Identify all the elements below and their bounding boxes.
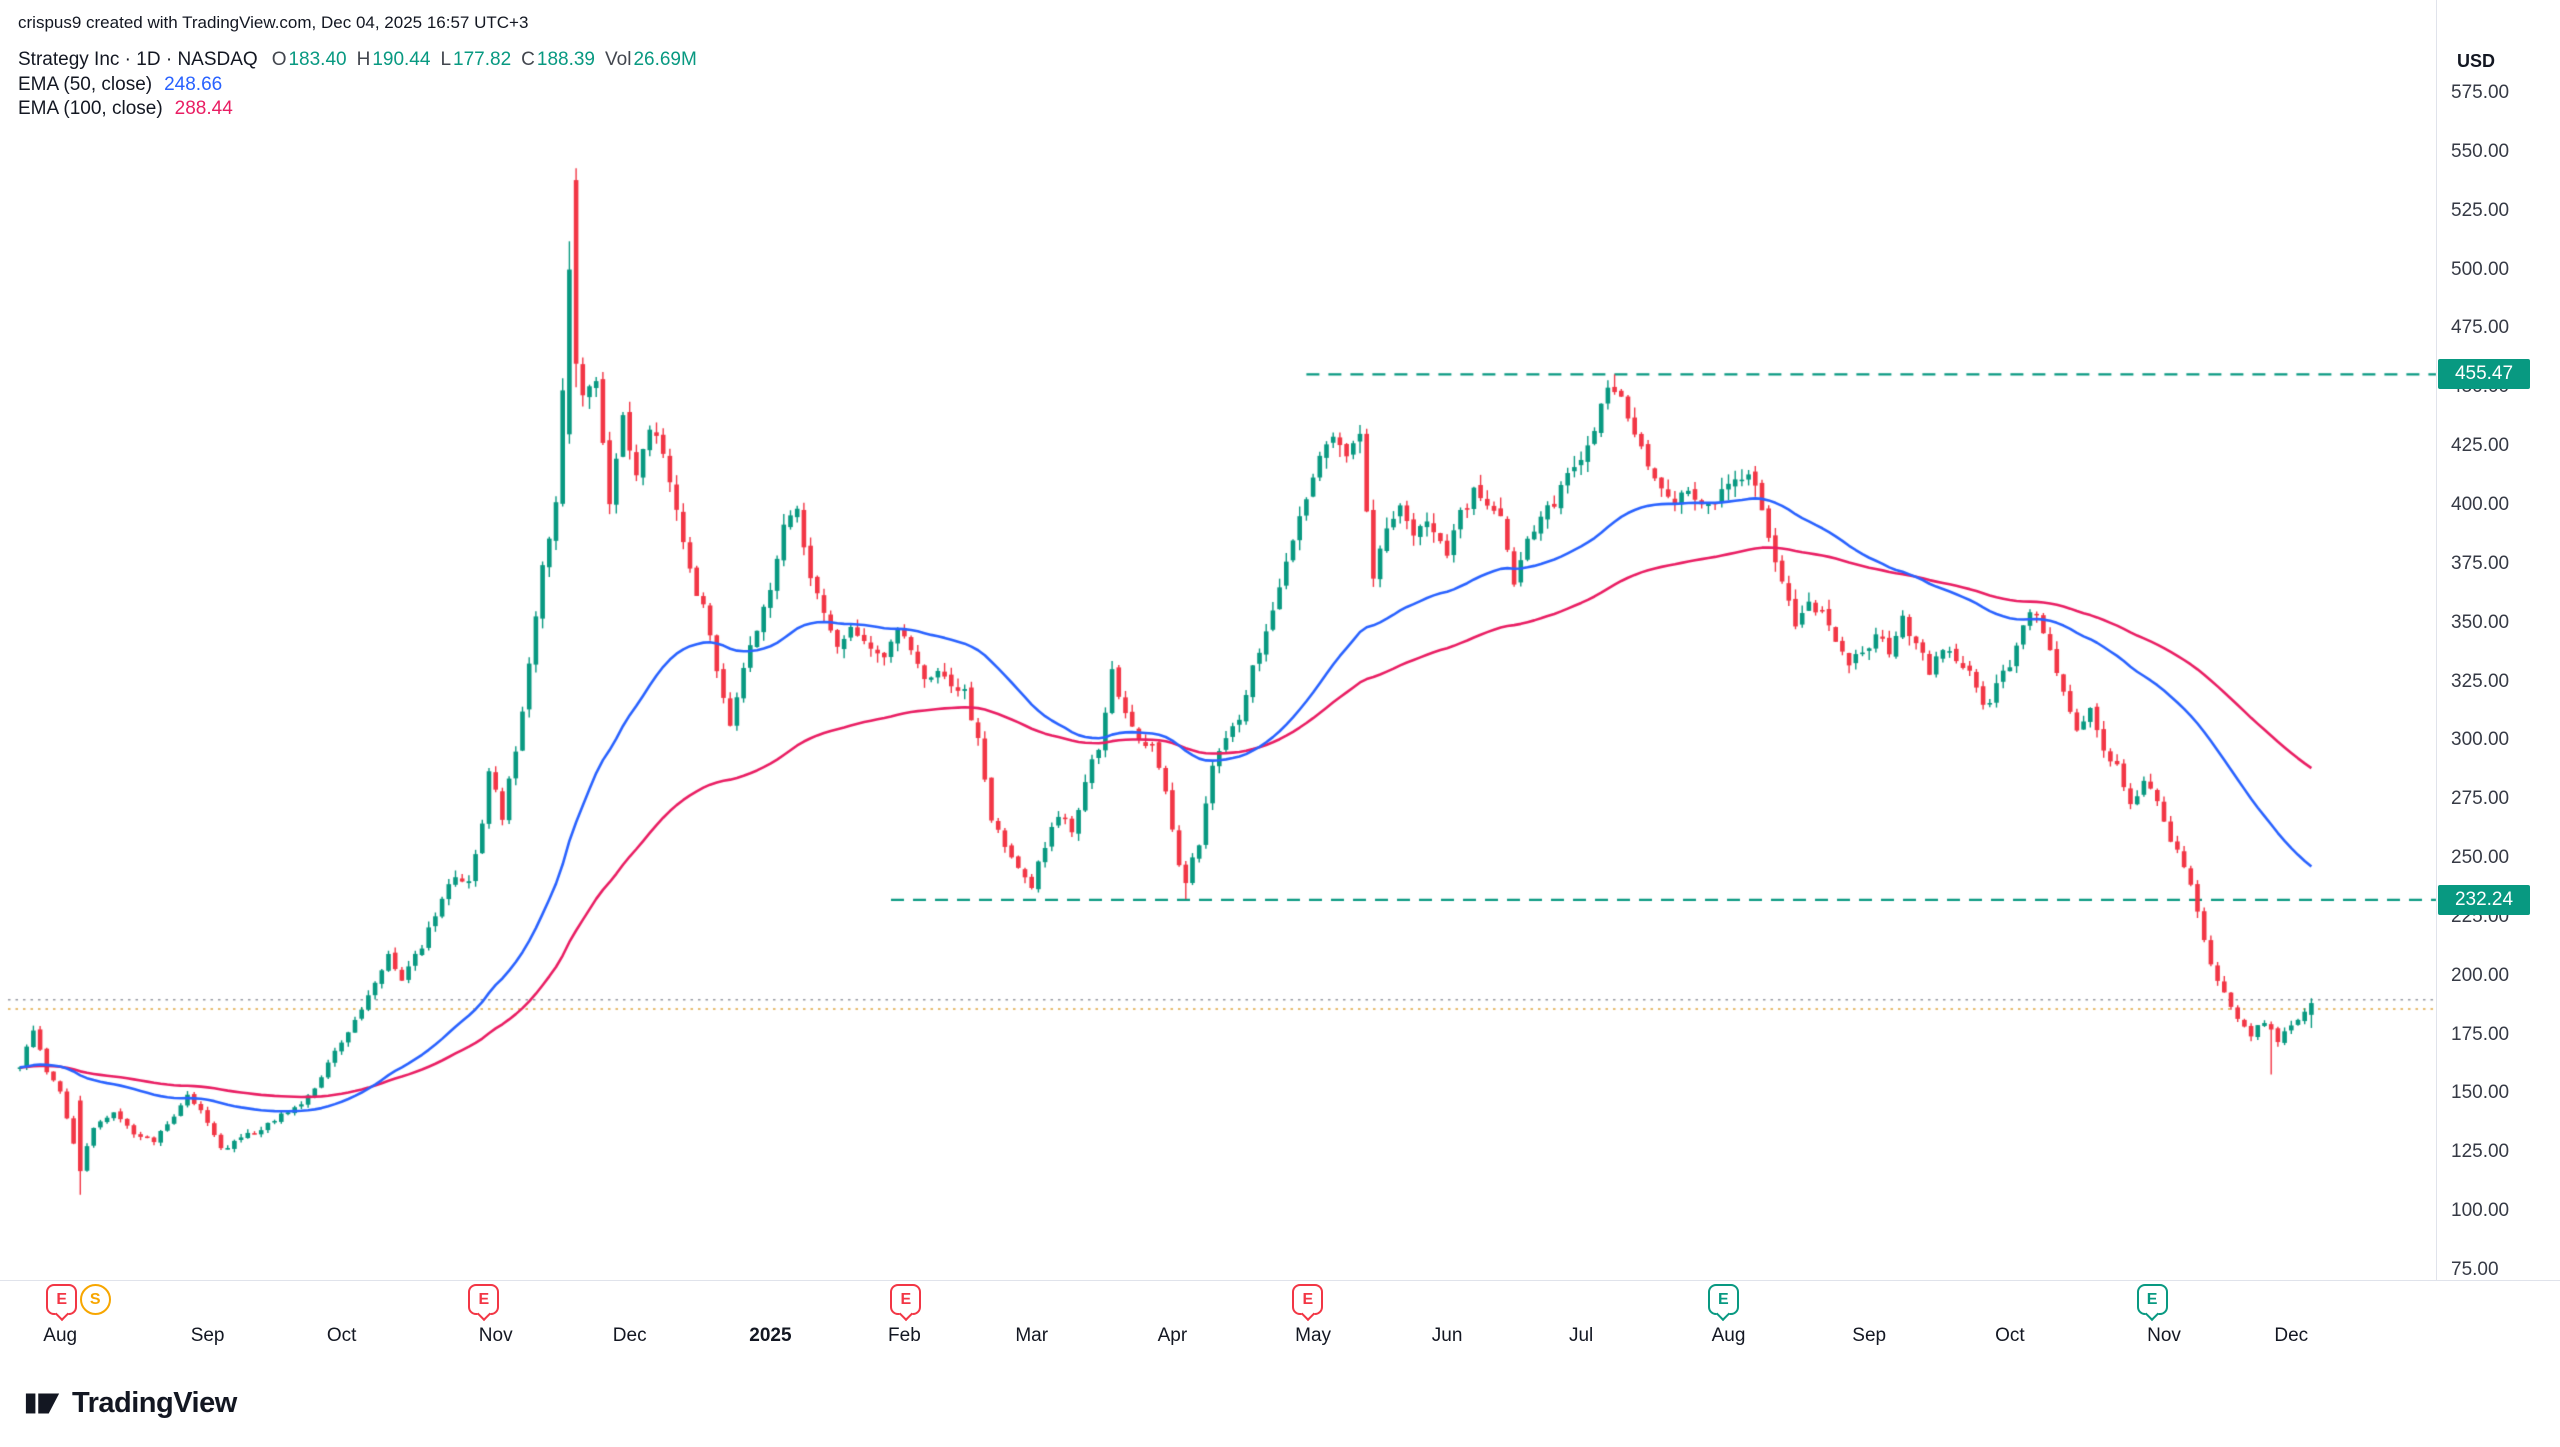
close-label: C (521, 49, 535, 70)
price-axis[interactable]: USD 455.47 232.24 575.00 550.00 525.00 500.… (2436, 0, 2560, 1280)
time-tick-apr: Apr (1157, 1325, 1188, 1346)
earnings-badge[interactable]: E (1292, 1284, 1324, 1315)
time-tick-aug: Aug (1711, 1325, 1746, 1346)
low-label: L (440, 49, 452, 70)
time-tick-oct: Oct (326, 1325, 357, 1346)
price-tick-label: 350.00 (2451, 611, 2510, 633)
price-tick-label: 550.00 (2451, 140, 2510, 162)
currency-label: USD (2457, 51, 2496, 71)
price-tick-label: 500.00 (2451, 258, 2510, 280)
tradingview-logo-text: TradingView (72, 1386, 237, 1419)
time-tick-feb: Feb (888, 1325, 921, 1346)
time-tick-mar: Mar (1015, 1325, 1049, 1346)
time-tick-oct: Oct (1995, 1325, 2025, 1346)
high-value: 190.44 (372, 49, 431, 70)
time-tick-dec: Dec (612, 1325, 647, 1346)
time-tick-may: May (1295, 1325, 1332, 1346)
time-tick-jun: Jun (1431, 1325, 1463, 1346)
ohlc-low: L 177.82 (440, 49, 511, 71)
time-tick-nov: Nov (2147, 1325, 2181, 1346)
price-tick-label: 300.00 (2451, 729, 2510, 751)
split-badge[interactable]: S (79, 1284, 111, 1315)
price-tick-label: 200.00 (2451, 964, 2510, 986)
close-value: 188.39 (536, 49, 596, 70)
open-value: 183.40 (288, 49, 347, 70)
open-label: O (271, 49, 287, 70)
support-price-label: 232.24 (2438, 884, 2530, 915)
ema50-legend[interactable]: EMA (50, close) 248.66 (18, 74, 222, 96)
tradingview-logo[interactable]: TradingView (24, 1384, 237, 1422)
price-tick-label: 125.00 (2451, 1141, 2510, 1163)
ema100-legend[interactable]: EMA (100, close) 288.44 (18, 98, 233, 120)
price-tick-label: 150.00 (2451, 1082, 2510, 1104)
watermark: crispus9 created with TradingView.com, D… (18, 13, 529, 32)
price-tick-label: 75.00 (2451, 1259, 2499, 1280)
time-tick-sep: Sep (190, 1325, 225, 1346)
symbol-title: Strategy Inc · 1D · NASDAQ (18, 49, 258, 70)
earnings-badge[interactable]: E (890, 1284, 922, 1315)
price-tick-label: 250.00 (2451, 847, 2510, 869)
price-tick-label: 100.00 (2451, 1200, 2510, 1222)
earnings-badge[interactable]: E (1707, 1284, 1739, 1315)
resistance-price-label: 455.47 (2438, 359, 2530, 390)
ohlc-high: H 190.44 (357, 49, 431, 71)
symbol-legend[interactable]: Strategy Inc · 1D · NASDAQ O 183.40 H 190.… (18, 49, 707, 71)
ema50-value: 248.66 (164, 74, 223, 95)
time-tick-sep: Sep (1852, 1325, 1887, 1346)
volume-value: 26.69M (633, 49, 697, 70)
tradingview-logo-icon (25, 1393, 60, 1414)
earnings-badge[interactable]: E (468, 1284, 500, 1315)
earnings-badge[interactable]: E (2136, 1284, 2168, 1315)
price-tick-label: 375.00 (2451, 552, 2510, 574)
time-tick-nov: Nov (478, 1325, 513, 1346)
high-label: H (356, 49, 371, 70)
ema100-value: 288.44 (174, 98, 233, 119)
ohlc-close: C 188.39 (521, 49, 595, 71)
time-tick-2025: 2025 (749, 1325, 792, 1346)
time-axis[interactable]: Aug Sep Oct Nov Dec 2025 Feb Mar Apr May Jun Jul Aug… (0, 1280, 2560, 1447)
price-tick-label: 175.00 (2451, 1023, 2510, 1045)
price-tick-label: 475.00 (2451, 317, 2510, 339)
price-tick-label: 275.00 (2451, 788, 2510, 810)
time-tick-jul: Jul (1568, 1325, 1594, 1346)
ema50-label: EMA (50, close) (18, 74, 153, 95)
price-tick-label: 325.00 (2451, 670, 2510, 692)
price-tick-label: 525.00 (2451, 199, 2510, 221)
low-value: 177.82 (453, 49, 512, 70)
earnings-badge[interactable]: E (46, 1284, 78, 1315)
time-tick-dec: Dec (2274, 1325, 2309, 1346)
ema100-label: EMA (100, close) (18, 98, 163, 119)
price-tick-label: 575.00 (2451, 82, 2510, 103)
price-tick-label: 400.00 (2451, 493, 2510, 515)
price-tick-label: 425.00 (2451, 435, 2510, 457)
volume-label: Vol (605, 49, 632, 70)
time-tick-aug: Aug (43, 1325, 78, 1346)
volume: Vol 26.69M (605, 49, 697, 71)
ohlc-open: O 183.40 (272, 49, 347, 71)
